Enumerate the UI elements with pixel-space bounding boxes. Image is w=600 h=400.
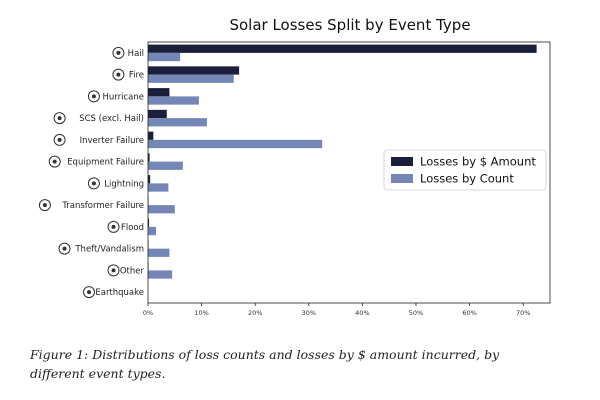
other-icon [107, 264, 120, 277]
legend-label: Losses by Count [420, 172, 514, 186]
legend-swatch [391, 174, 413, 183]
x-tick-label: 20% [248, 309, 262, 317]
inverter-icon [53, 133, 66, 146]
category-label: Hurricane [103, 92, 144, 102]
bar-count-0 [148, 52, 181, 62]
category-label: Other [120, 266, 145, 276]
category-label: Theft/Vandalism [74, 245, 144, 255]
bar-count-2 [148, 96, 199, 105]
category-icons [38, 46, 125, 299]
x-axis-ticks: 0% 10% 20% 30% 40% 50% 60% 70% [143, 303, 530, 317]
bar-amount-1 [148, 66, 240, 75]
category-label: Lightning [104, 179, 144, 189]
bar-amount-3 [148, 109, 167, 119]
bar-amount-0 [148, 44, 537, 53]
bar-count-3 [148, 118, 207, 127]
bar-amount-2 [148, 88, 170, 97]
plot-frame [147, 41, 551, 304]
x-tick-label: 50% [409, 309, 423, 317]
hail-icon [112, 46, 125, 59]
bar-amount-4 [148, 131, 154, 140]
legend-label: Losses by $ Amount [420, 155, 536, 169]
category-label: Hail [128, 49, 144, 59]
lightning-icon [87, 177, 100, 190]
bar-amount-8 [148, 218, 150, 227]
x-tick-label: 40% [355, 309, 369, 317]
bar-count-1 [148, 74, 234, 83]
bar-count-5 [148, 161, 183, 170]
bar-count-9 [148, 248, 170, 257]
category-label: SCS (excl. Hail) [79, 114, 144, 124]
x-tick-label: 70% [516, 309, 530, 317]
x-tick-label: 10% [194, 309, 208, 317]
category-labels: Hail Fire Hurricane SCS (excl. Hail) Inverte… [61, 49, 144, 298]
hurricane-icon [87, 90, 100, 103]
bar-count-10 [148, 270, 173, 279]
x-tick-label: 30% [302, 309, 316, 317]
legend: Losses by $ Amount Losses by Count [383, 149, 547, 191]
earthquake-icon [83, 286, 95, 299]
category-label: Fire [129, 71, 144, 81]
x-tick-label: 0% [143, 309, 153, 317]
flood-icon [107, 220, 120, 233]
bar-amount-5 [148, 153, 150, 162]
bar-count-4 [148, 139, 323, 149]
bar-count-7 [148, 205, 175, 214]
category-label: Earthquake [95, 288, 144, 298]
figure-caption: Figure 1: Distributions of loss counts a… [30, 347, 500, 381]
legend-box [383, 149, 547, 191]
bar-count-8 [148, 226, 157, 236]
category-label: Equipment Failure [67, 158, 144, 168]
bar-count-6 [148, 183, 169, 192]
category-label: Flood [121, 223, 144, 233]
legend-swatch [391, 157, 413, 166]
x-tick-label: 60% [462, 309, 476, 317]
transformer-icon [38, 199, 51, 212]
category-label: Inverter Failure [80, 136, 144, 146]
category-label: Transformer Failure [61, 201, 144, 211]
bar-amount-6 [148, 175, 151, 184]
fire-icon [112, 68, 125, 81]
chart-title: Solar Losses Split by Event Type [229, 16, 470, 34]
tornado-icon [53, 112, 66, 125]
theft-icon [58, 242, 71, 255]
equipment-icon [48, 155, 61, 168]
